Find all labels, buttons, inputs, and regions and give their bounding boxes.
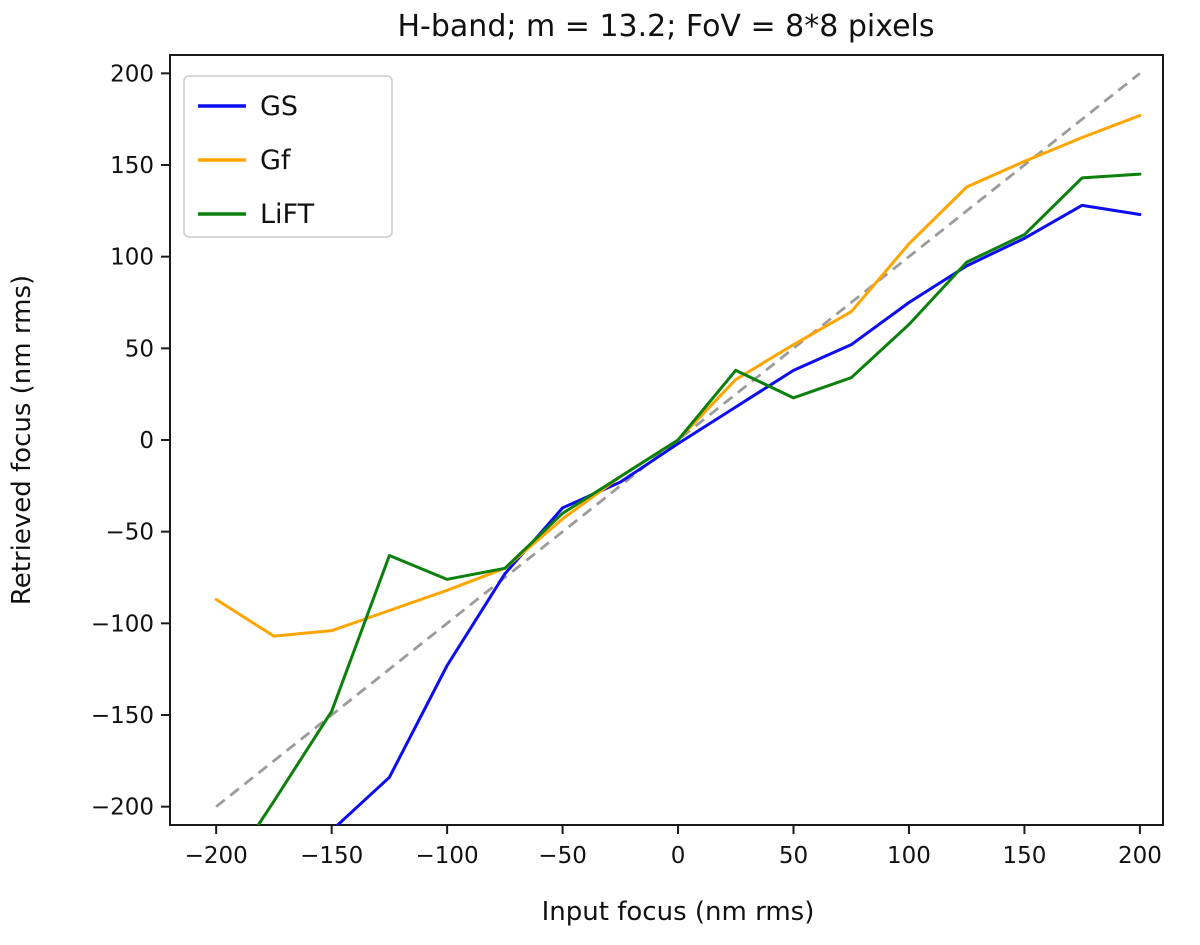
x-axis-label: Input focus (nm rms)	[542, 897, 815, 927]
x-tick-label: −50	[538, 843, 587, 869]
x-tick-label: 100	[887, 843, 931, 869]
series-layer	[214, 114, 1142, 825]
x-tick-label: 50	[779, 843, 808, 869]
legend: GS Gf LiFT	[183, 75, 393, 238]
legend-label-gs: GS	[260, 91, 298, 122]
legend-frame	[183, 75, 393, 238]
series-line-lift	[256, 172, 1142, 825]
y-axis-label: Retrieved focus (nm rms)	[7, 275, 37, 605]
y-tick-label: 100	[110, 245, 154, 271]
reference-line-layer	[215, 72, 1141, 808]
reference-dashed-line	[215, 72, 1141, 808]
series-line-gs	[335, 203, 1142, 825]
y-tick-label: 150	[110, 153, 154, 179]
y-tick-label: 200	[110, 61, 154, 87]
x-tick-label: −200	[185, 843, 248, 869]
y-tick-label: −150	[91, 703, 154, 729]
y-tick-label: −50	[105, 520, 154, 546]
legend-label-gf: Gf	[260, 145, 292, 176]
x-tick-label: 200	[1118, 843, 1162, 869]
y-tick-label: 0	[139, 428, 154, 454]
y-tick-label: 50	[125, 336, 154, 362]
x-tick-label: −100	[416, 843, 479, 869]
x-tick-label: −150	[300, 843, 363, 869]
y-tick-label: −200	[91, 795, 154, 821]
x-tick-label: 0	[671, 843, 686, 869]
chart-title: H-band; m = 13.2; FoV = 8*8 pixels	[398, 9, 935, 44]
y-tick-label: −100	[91, 611, 154, 637]
x-tick-label: 150	[1002, 843, 1046, 869]
axes: −200 −150 −100 −50 0 50 100 150 200 −200 −150 −100 −…	[91, 54, 1164, 869]
legend-label-lift: LiFT	[260, 199, 315, 230]
